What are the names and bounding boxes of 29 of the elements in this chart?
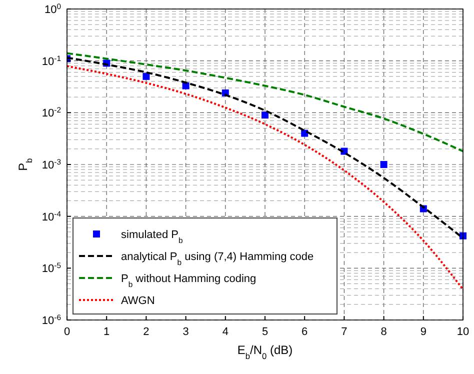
x-tick-label: 8 xyxy=(380,326,387,338)
point xyxy=(182,82,190,90)
x-tick-label: 0 xyxy=(64,326,70,338)
legend-label: P$_{b}$ without Hamming coding xyxy=(121,273,256,288)
x-tick-label: 6 xyxy=(302,326,308,338)
legend-label: analytical P$_{b}$ using (7,4) Hamming code xyxy=(121,251,314,266)
line-series xyxy=(67,52,464,152)
x-tick-label: 1 xyxy=(104,326,110,338)
legend-label: AWGN xyxy=(121,295,155,307)
y-tick-label: 10$^{-3}$ xyxy=(42,157,61,172)
x-tick-label: 2 xyxy=(143,326,150,338)
y-tick-label: 10$^{-4}$ xyxy=(42,208,62,224)
x-tick-label: 5 xyxy=(262,326,268,338)
x-tick-label: 9 xyxy=(420,326,426,338)
y-tick-label: 10$^{-6}$ xyxy=(42,312,61,327)
y-tick-label: 10$^{-5}$ xyxy=(42,260,61,276)
point xyxy=(262,112,268,119)
legend-label: simulated P$_{b}$ xyxy=(121,229,183,244)
y-tick-label: 10$^{-2}$ xyxy=(42,105,61,120)
y-tick-label: 10$^{0}$ xyxy=(44,2,61,16)
y-tick-label: 10$^{-1}$ xyxy=(42,53,61,68)
x-axis-title: E$_{b}$/N$_{0}$ (dB) xyxy=(237,343,293,361)
point xyxy=(142,72,150,80)
x-tick-label: 10 xyxy=(456,326,470,338)
point xyxy=(380,161,388,168)
x-tick-label: 7 xyxy=(341,326,348,338)
line-series xyxy=(67,65,464,290)
x-tick-label: 3 xyxy=(182,326,189,338)
x-tick-label: 4 xyxy=(222,326,228,338)
